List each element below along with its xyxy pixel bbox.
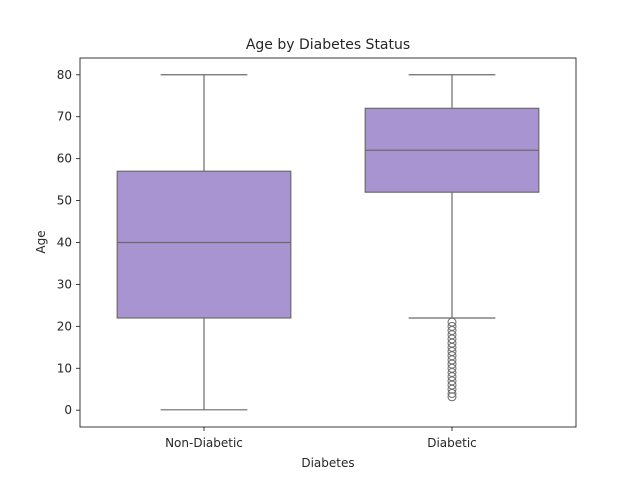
iqr-box — [116, 170, 292, 319]
x-tick-label: Diabetic — [427, 436, 477, 450]
outlier-point — [447, 388, 457, 398]
boxes-layer — [116, 74, 540, 411]
y-axis: 0 10 20 30 40 50 60 70 80 — [57, 68, 80, 417]
y-tick-label: 10 — [57, 361, 72, 375]
outlier-point — [447, 392, 457, 402]
y-tick-label: 60 — [57, 152, 72, 166]
box-group — [116, 74, 292, 411]
x-axis: Non-Diabetic Diabetic — [165, 427, 477, 450]
y-axis-label: Age — [34, 230, 48, 253]
y-tick-label: 40 — [57, 236, 72, 250]
x-tick-label: Non-Diabetic — [165, 436, 243, 450]
box-group — [364, 74, 540, 402]
chart-title: Age by Diabetes Status — [246, 37, 410, 53]
y-tick-label: 50 — [57, 194, 72, 208]
x-axis-label: Diabetes — [301, 456, 354, 470]
y-tick-label: 20 — [57, 319, 72, 333]
y-tick-label: 80 — [57, 68, 72, 82]
y-tick-label: 0 — [64, 403, 72, 417]
y-tick-label: 30 — [57, 277, 72, 291]
y-tick-label: 70 — [57, 110, 72, 124]
